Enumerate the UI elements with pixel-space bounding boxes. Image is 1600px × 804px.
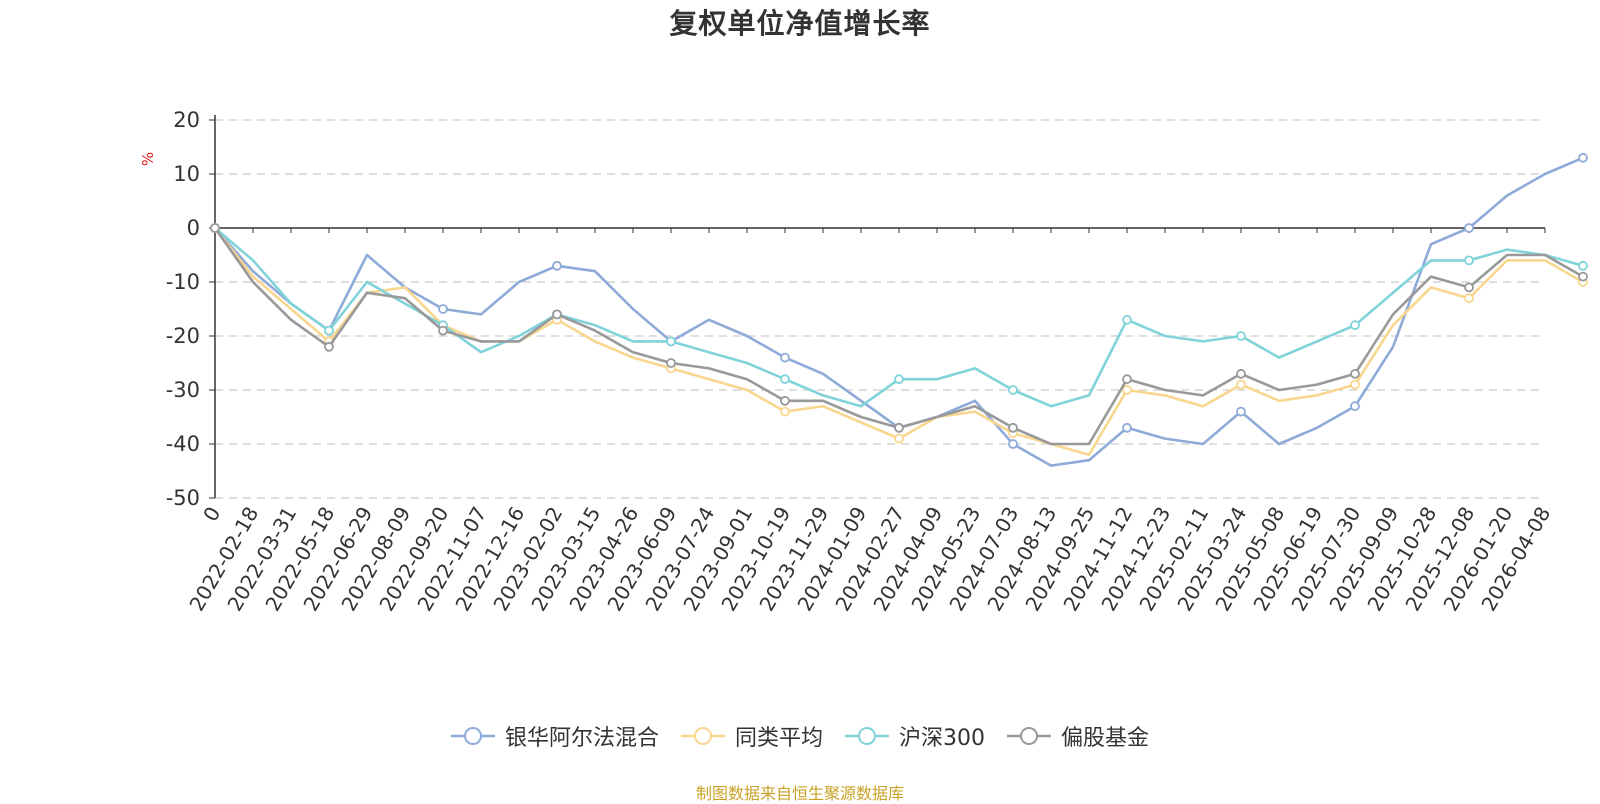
data-point — [780, 374, 790, 385]
data-point — [1464, 255, 1474, 266]
legend-label: 同类平均 — [734, 726, 823, 751]
data-point — [1236, 379, 1246, 390]
data-point — [1464, 282, 1474, 293]
data-point — [1236, 331, 1246, 341]
data-point — [1578, 271, 1588, 282]
legend-label: 银华阿尔法混合 — [504, 726, 659, 751]
data-point — [666, 336, 676, 347]
data-point — [438, 325, 448, 336]
data-point — [1464, 223, 1474, 233]
data-point — [894, 374, 904, 385]
data-point — [1122, 385, 1132, 395]
y-tick-label: 10 — [173, 162, 200, 186]
legend-swatch-icon — [450, 727, 495, 745]
data-point — [1350, 379, 1360, 390]
data-point — [1236, 368, 1246, 379]
data-point — [1008, 439, 1018, 449]
legend-item[interactable]: 银华阿尔法混合 — [450, 720, 659, 752]
series-line-1 — [213, 227, 1584, 457]
data-point — [666, 358, 676, 368]
legend-swatch-icon — [845, 727, 889, 745]
data-point — [1122, 374, 1132, 385]
x-tick-label: 0 — [198, 503, 225, 526]
line-chart: 20100-10-20-30-40-5002022-02-182022-03-3… — [166, 108, 1588, 615]
data-point — [780, 395, 790, 406]
legend-item[interactable]: 偏股基金 — [1007, 720, 1149, 752]
y-tick-label: -20 — [166, 324, 200, 348]
data-point — [780, 406, 790, 417]
y-tick-label: -40 — [166, 432, 200, 456]
data-point — [552, 260, 562, 271]
legend-label: 偏股基金 — [1061, 726, 1150, 751]
legend-swatch-icon — [1007, 727, 1051, 745]
data-point — [1008, 422, 1018, 433]
data-point — [1350, 368, 1360, 379]
y-tick-label: -10 — [166, 270, 200, 294]
data-point — [1578, 152, 1588, 163]
chart-title: 复权单位净值增长率 — [669, 7, 931, 40]
series-line-3 — [213, 227, 1584, 446]
chart-legend: 银华阿尔法混合 同类平均 沪深300 偏股基金 — [0, 720, 1600, 752]
data-point — [324, 325, 334, 336]
data-point — [1008, 385, 1018, 395]
data-point — [1122, 422, 1132, 433]
legend-item[interactable]: 同类平均 — [680, 720, 823, 752]
data-point — [1464, 293, 1474, 304]
y-tick-label: 20 — [173, 108, 200, 132]
data-point — [1578, 260, 1588, 271]
data-point — [1350, 401, 1360, 412]
data-point — [1350, 320, 1360, 331]
data-point — [894, 422, 904, 433]
legend-swatch-icon — [680, 727, 725, 745]
data-point — [552, 309, 562, 320]
y-tick-label: -30 — [166, 378, 200, 402]
data-point — [1236, 406, 1246, 417]
data-point — [1122, 314, 1132, 325]
data-point — [438, 304, 448, 314]
y-tick-label: -50 — [166, 486, 200, 510]
data-point — [324, 341, 334, 352]
data-point — [780, 352, 790, 363]
legend-item[interactable]: 沪深300 — [845, 720, 985, 752]
data-point — [210, 223, 220, 233]
data-source-note: 制图数据来自恒生聚源数据库 — [695, 784, 904, 803]
y-tick-label: 0 — [187, 216, 200, 240]
data-point — [894, 433, 904, 444]
legend-label: 沪深300 — [899, 726, 985, 751]
